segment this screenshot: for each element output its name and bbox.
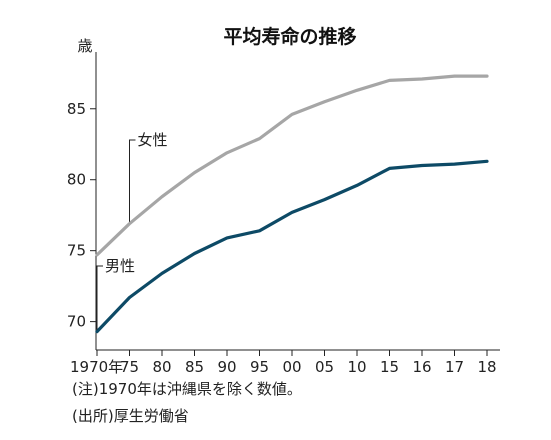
x-tick-label: 75 bbox=[120, 358, 139, 376]
y-axis-unit: 歳 bbox=[77, 37, 92, 55]
x-tick-label: 85 bbox=[185, 358, 204, 376]
footnote-okinawa: (注)1970年は沖縄県を除く数値。 bbox=[72, 380, 302, 398]
x-tick-label: 17 bbox=[445, 358, 464, 376]
x-tick-label: 80 bbox=[152, 358, 171, 376]
y-tick-label: 75 bbox=[67, 242, 86, 260]
y-axis-ticks: 70 75 80 85 bbox=[67, 100, 96, 331]
x-tick-label: 90 bbox=[217, 358, 236, 376]
series-line-male bbox=[95, 159, 489, 334]
x-tick-label: 18 bbox=[477, 358, 496, 376]
x-tick-label: 00 bbox=[282, 358, 301, 376]
y-tick-label: 85 bbox=[67, 100, 86, 118]
x-tick-label: 16 bbox=[412, 358, 431, 376]
footnote-source: (出所)厚生労働省 bbox=[72, 407, 189, 425]
y-tick-label: 70 bbox=[67, 313, 86, 331]
x-tick-label: 15 bbox=[380, 358, 399, 376]
female-leader-line bbox=[129, 139, 136, 222]
series-label-female: 女性 bbox=[138, 131, 168, 149]
y-tick-label: 80 bbox=[67, 171, 86, 189]
series-line-female bbox=[95, 74, 489, 257]
series-label-male: 男性 bbox=[105, 257, 135, 275]
x-tick-label: 10 bbox=[347, 358, 366, 376]
x-tick-label: 1970年 bbox=[70, 358, 123, 376]
x-tick-label: 95 bbox=[250, 358, 269, 376]
male-leader-line bbox=[96, 265, 103, 330]
chart-title: 平均寿命の推移 bbox=[223, 25, 356, 48]
x-tick-label: 05 bbox=[315, 358, 334, 376]
